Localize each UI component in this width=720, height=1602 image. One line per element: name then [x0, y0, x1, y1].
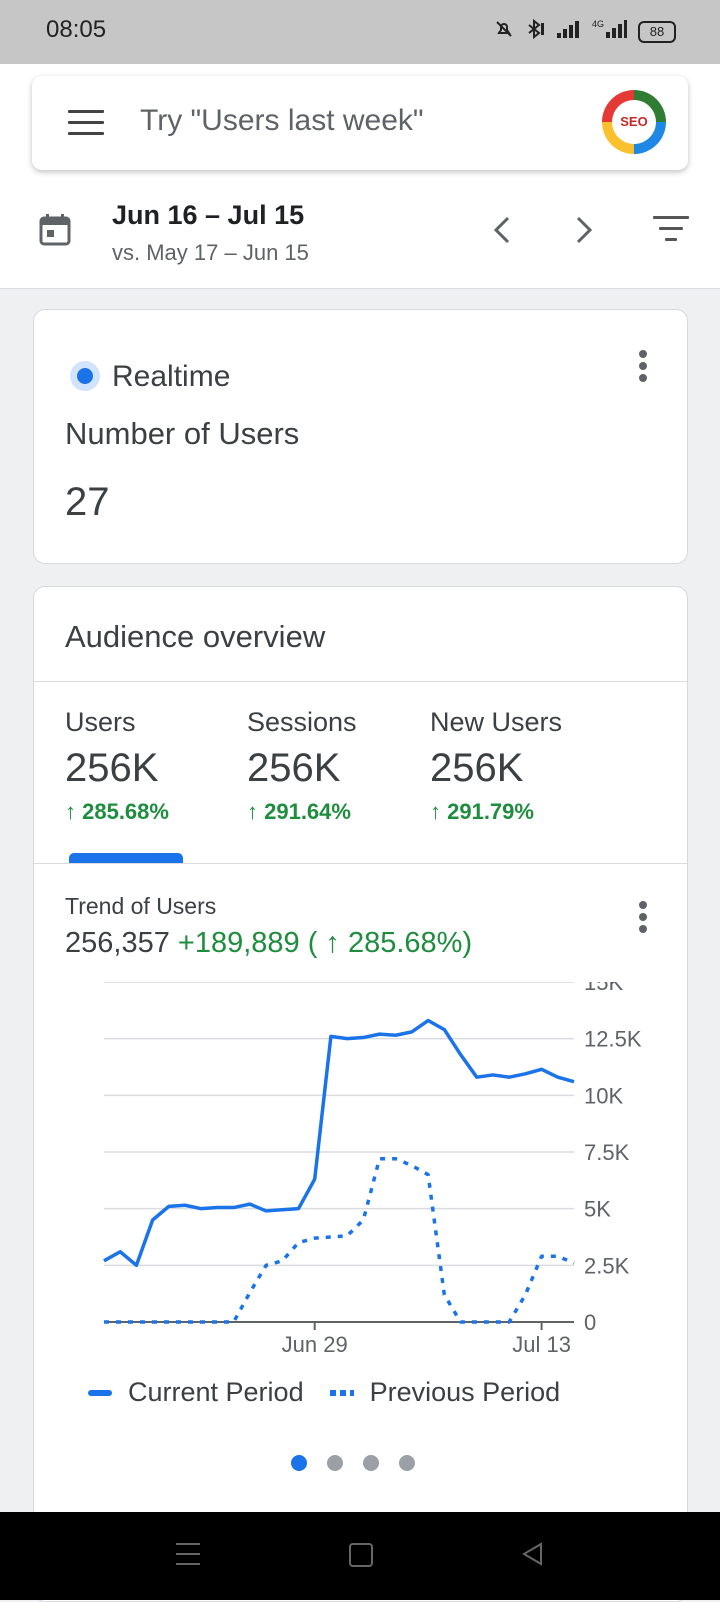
- divider: [34, 863, 687, 864]
- legend-solid-line-icon: [88, 1389, 112, 1396]
- x-tick-label: Jul 13: [512, 1332, 571, 1357]
- previous-period-button[interactable]: [488, 214, 518, 246]
- y-tick-label: 10K: [584, 1083, 623, 1108]
- x-tick-label: Jun 29: [282, 1332, 348, 1357]
- realtime-user-count: 27: [65, 480, 110, 524]
- y-tick-label: 12.5K: [584, 1027, 642, 1052]
- chart-more-options-icon[interactable]: [639, 901, 649, 935]
- status-time: 08:05: [46, 16, 107, 43]
- metric-value: 256K: [430, 746, 524, 790]
- trend-title: Trend of Users: [65, 893, 217, 919]
- selected-tab-indicator: [69, 853, 183, 863]
- menu-icon[interactable]: [68, 110, 104, 136]
- calendar-icon[interactable]: [38, 212, 72, 246]
- metric-tab-sessions[interactable]: Sessions 256K ↑ 291.64%: [247, 707, 427, 825]
- metric-label: Sessions: [247, 707, 357, 737]
- status-icons: 4G 88: [494, 18, 676, 45]
- compare-range-label: vs. May 17 – Jun 15: [112, 240, 309, 265]
- bluetooth-icon: [524, 18, 546, 45]
- metric-tab-users[interactable]: Users 256K ↑ 285.68%: [65, 707, 245, 825]
- home-button[interactable]: [349, 1543, 373, 1567]
- trend-total: 256,357: [65, 927, 170, 959]
- users-trend-chart: 15K 12.5K 10K 7.5K 5K 2.5K 0 Jun 29 Jul 13: [103, 982, 642, 1357]
- legend-current-label: Current Period: [128, 1377, 304, 1407]
- y-tick-label: 2.5K: [584, 1253, 630, 1278]
- account-avatar[interactable]: SEO: [602, 90, 666, 154]
- legend-dashed-line-icon: [329, 1389, 354, 1396]
- search-placeholder[interactable]: Try "Users last week": [140, 104, 424, 137]
- metric-change: ↑ 291.64%: [247, 799, 351, 824]
- realtime-indicator-icon: [70, 361, 100, 391]
- trend-change: +189,889 ( ↑ 285.68%): [177, 927, 473, 959]
- date-range-label[interactable]: Jun 16 – Jul 15: [112, 200, 305, 230]
- filter-icon[interactable]: [652, 216, 690, 244]
- current-period-line: [103, 1018, 575, 1268]
- recent-apps-button[interactable]: [176, 1543, 200, 1565]
- metric-value: 256K: [65, 746, 159, 790]
- page-dot[interactable]: [327, 1455, 343, 1471]
- battery-icon: 88: [638, 20, 676, 43]
- y-tick-label: 5K: [584, 1197, 611, 1222]
- trend-summary: 256,357 +189,889 ( ↑ 285.68%): [65, 927, 472, 960]
- network-4g-icon: 4G: [592, 18, 628, 45]
- avatar-logo-text: SEO: [612, 100, 656, 144]
- search-bar[interactable]: Try "Users last week" SEO: [32, 76, 688, 170]
- next-period-button[interactable]: [568, 214, 598, 246]
- metric-tab-new-users[interactable]: New Users 256K ↑ 291.79%: [430, 707, 610, 825]
- mute-notifications-icon: [494, 19, 514, 44]
- metric-value: 256K: [247, 746, 341, 790]
- page-dot[interactable]: [399, 1455, 415, 1471]
- audience-overview-title: Audience overview: [65, 619, 326, 654]
- audience-overview-card: Audience overview Users 256K ↑ 285.68% S…: [33, 586, 688, 1602]
- page-indicator: [291, 1455, 415, 1471]
- date-range-row: Jun 16 – Jul 15 vs. May 17 – Jun 15: [0, 188, 720, 288]
- y-tick-label: 15K: [584, 982, 623, 995]
- metric-change: ↑ 291.79%: [430, 799, 534, 824]
- signal-icon: [556, 19, 582, 44]
- y-tick-label: 0: [584, 1310, 596, 1335]
- svg-text:4G: 4G: [592, 19, 604, 29]
- realtime-label: Realtime: [112, 360, 231, 393]
- back-button[interactable]: [520, 1541, 544, 1572]
- status-bar: 08:05 4G 88: [0, 0, 720, 64]
- page-dot[interactable]: [363, 1455, 379, 1471]
- previous-period-line: [104, 1157, 575, 1324]
- metric-change: ↑ 285.68%: [65, 799, 169, 824]
- metric-label: New Users: [430, 707, 563, 737]
- realtime-card[interactable]: Realtime Number of Users 27: [33, 309, 688, 564]
- divider: [34, 681, 687, 682]
- legend-previous-label: Previous Period: [369, 1377, 561, 1407]
- realtime-metric-label: Number of Users: [65, 416, 300, 451]
- y-tick-label: 7.5K: [584, 1140, 630, 1165]
- system-navigation-bar: [0, 1512, 720, 1600]
- page-dot[interactable]: [291, 1455, 307, 1471]
- metric-label: Users: [65, 707, 136, 737]
- chart-legend: Current Period Previous Period: [88, 1377, 560, 1408]
- more-options-icon[interactable]: [639, 350, 649, 384]
